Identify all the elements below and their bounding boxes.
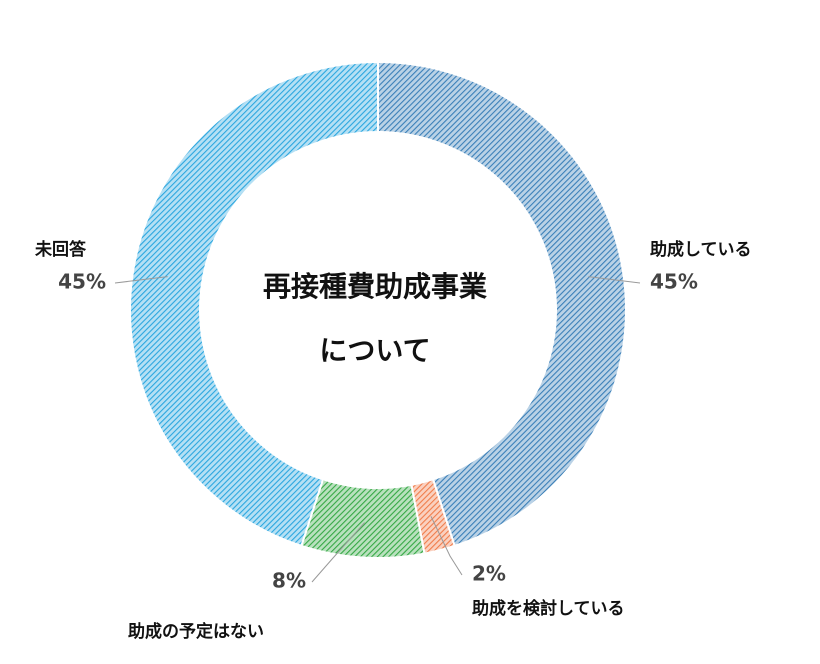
- chart-title: 再接種費助成事業: [263, 270, 487, 303]
- leader-line: [311, 522, 365, 583]
- leader-line: [114, 276, 168, 284]
- category-label: 助成している: [650, 239, 752, 260]
- category-label: 未回答: [34, 239, 87, 260]
- value-label: 45%: [650, 270, 698, 294]
- value-label: 2%: [472, 562, 506, 586]
- value-label: 8%: [272, 569, 306, 593]
- leader-line: [588, 276, 641, 284]
- leader-line: [430, 516, 463, 576]
- value-label: 45%: [58, 270, 106, 294]
- chart-title: について: [319, 334, 430, 367]
- slice: [377, 60, 627, 548]
- slice: [129, 60, 379, 548]
- category-label: 助成を検討している: [472, 598, 625, 619]
- category-label: 助成の予定はない: [128, 621, 264, 642]
